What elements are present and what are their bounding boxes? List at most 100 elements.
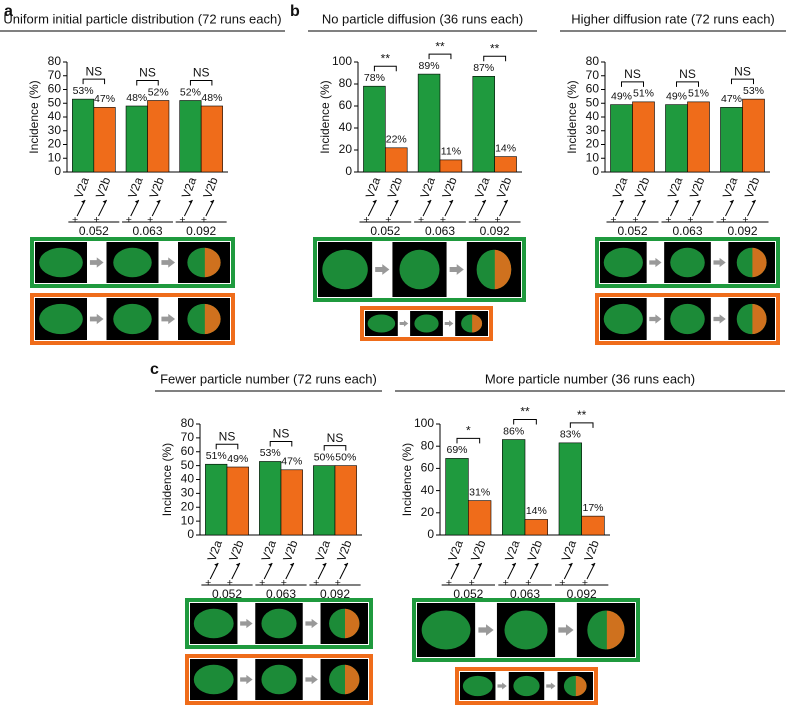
sig-label: **	[435, 39, 445, 53]
arrow	[89, 257, 104, 268]
y-tick-label: 80	[339, 76, 353, 90]
sig-label: NS	[85, 64, 102, 78]
y-axis-label: Incidence (%)	[565, 80, 579, 153]
value-label: 11%	[441, 146, 461, 158]
cell-half	[752, 303, 767, 335]
sig-bracket	[456, 437, 481, 444]
value-label: 14%	[526, 505, 547, 517]
plus-icon: +	[473, 214, 479, 226]
x-tick-label: V2a	[559, 538, 580, 563]
x-tick-label: V2a	[259, 538, 280, 563]
x-tick-label: V2b	[632, 175, 653, 200]
bar	[179, 100, 202, 173]
arrow-head	[134, 200, 139, 204]
bar	[468, 500, 492, 536]
arrow-head	[343, 563, 348, 567]
chart-title: No particle diffusion (36 runs each)	[322, 11, 523, 26]
x-tick-label: V2b	[581, 538, 602, 563]
arrow-head	[188, 200, 193, 204]
y-tick-label: 40	[181, 472, 195, 486]
arrow-head	[81, 200, 86, 204]
value-label: 49%	[611, 90, 632, 102]
value-label: 47%	[721, 93, 742, 105]
x-tick-label: V2b	[147, 175, 168, 200]
cell	[603, 247, 643, 278]
cell	[322, 249, 368, 290]
arrow-head	[534, 563, 539, 567]
bar	[280, 469, 303, 536]
cell	[113, 247, 152, 278]
bar	[445, 458, 469, 536]
cell	[399, 249, 440, 290]
x-tick-label: V2b	[525, 538, 546, 563]
cell	[261, 608, 297, 639]
plus-icon: +	[632, 214, 638, 226]
cell	[193, 608, 234, 639]
x-tick-label: V2a	[363, 175, 384, 200]
cell	[513, 675, 540, 697]
sig-bracket	[428, 53, 452, 60]
cell	[504, 610, 548, 650]
sig-label: NS	[734, 64, 751, 78]
plus-icon: +	[363, 214, 369, 226]
cell	[603, 303, 643, 335]
y-tick-label: 80	[181, 416, 195, 430]
arrow-head	[481, 200, 486, 204]
x-tick-label: V2a	[720, 175, 741, 200]
x-tick-label: V2a	[417, 175, 438, 200]
value-label: 51%	[633, 88, 654, 100]
y-tick-label: 0	[345, 164, 352, 178]
cell-half	[494, 249, 512, 290]
y-axis-label: Incidence (%)	[318, 80, 332, 153]
cell	[39, 247, 83, 278]
y-tick-label: 70	[48, 68, 62, 82]
value-label: 50%	[335, 451, 356, 463]
x-tick-label: V2b	[468, 538, 489, 563]
panel-label: c	[150, 361, 159, 378]
bar	[720, 107, 743, 173]
value-label: 78%	[364, 72, 385, 84]
group-label: 0.063	[510, 587, 540, 601]
plus-icon: +	[687, 214, 693, 226]
group-label: 0.092	[320, 587, 350, 601]
plus-icon: +	[93, 214, 99, 226]
value-label: 49%	[227, 453, 248, 465]
group-label: 0.052	[212, 587, 242, 601]
y-tick-label: 80	[48, 54, 62, 68]
bar	[472, 76, 495, 173]
plus-icon: +	[205, 577, 211, 589]
group-label: 0.052	[453, 587, 483, 601]
sig-bracket	[323, 445, 347, 451]
group-label: 0.052	[370, 224, 400, 238]
value-label: 53%	[743, 85, 764, 97]
y-tick-label: 60	[48, 82, 62, 96]
bar	[363, 85, 386, 173]
plus-icon: +	[610, 214, 616, 226]
y-axis-label: Incidence (%)	[160, 443, 174, 516]
x-tick-label: V2a	[445, 538, 466, 563]
sig-label: **	[381, 51, 391, 65]
group-label: 0.063	[132, 224, 162, 238]
bar	[334, 465, 357, 536]
sig-bracket	[676, 81, 699, 87]
y-tick-label: 10	[586, 150, 600, 164]
y-tick-label: 10	[181, 513, 195, 527]
y-tick-label: 30	[586, 123, 600, 137]
plus-icon: +	[147, 214, 153, 226]
bar	[72, 98, 95, 173]
group-label: 0.092	[480, 224, 510, 238]
value-label: 22%	[386, 134, 407, 146]
y-tick-label: 20	[181, 499, 195, 513]
y-tick-label: 0	[54, 164, 61, 178]
value-label: 87%	[473, 62, 494, 74]
bar	[581, 515, 605, 536]
group-label: 0.063	[425, 224, 455, 238]
cell-half	[345, 664, 360, 695]
cell-half	[575, 675, 587, 697]
bar	[439, 159, 463, 173]
sig-bracket	[136, 80, 159, 86]
sig-label: NS	[679, 67, 696, 81]
value-label: 47%	[281, 456, 302, 468]
arrow-head	[751, 200, 756, 204]
